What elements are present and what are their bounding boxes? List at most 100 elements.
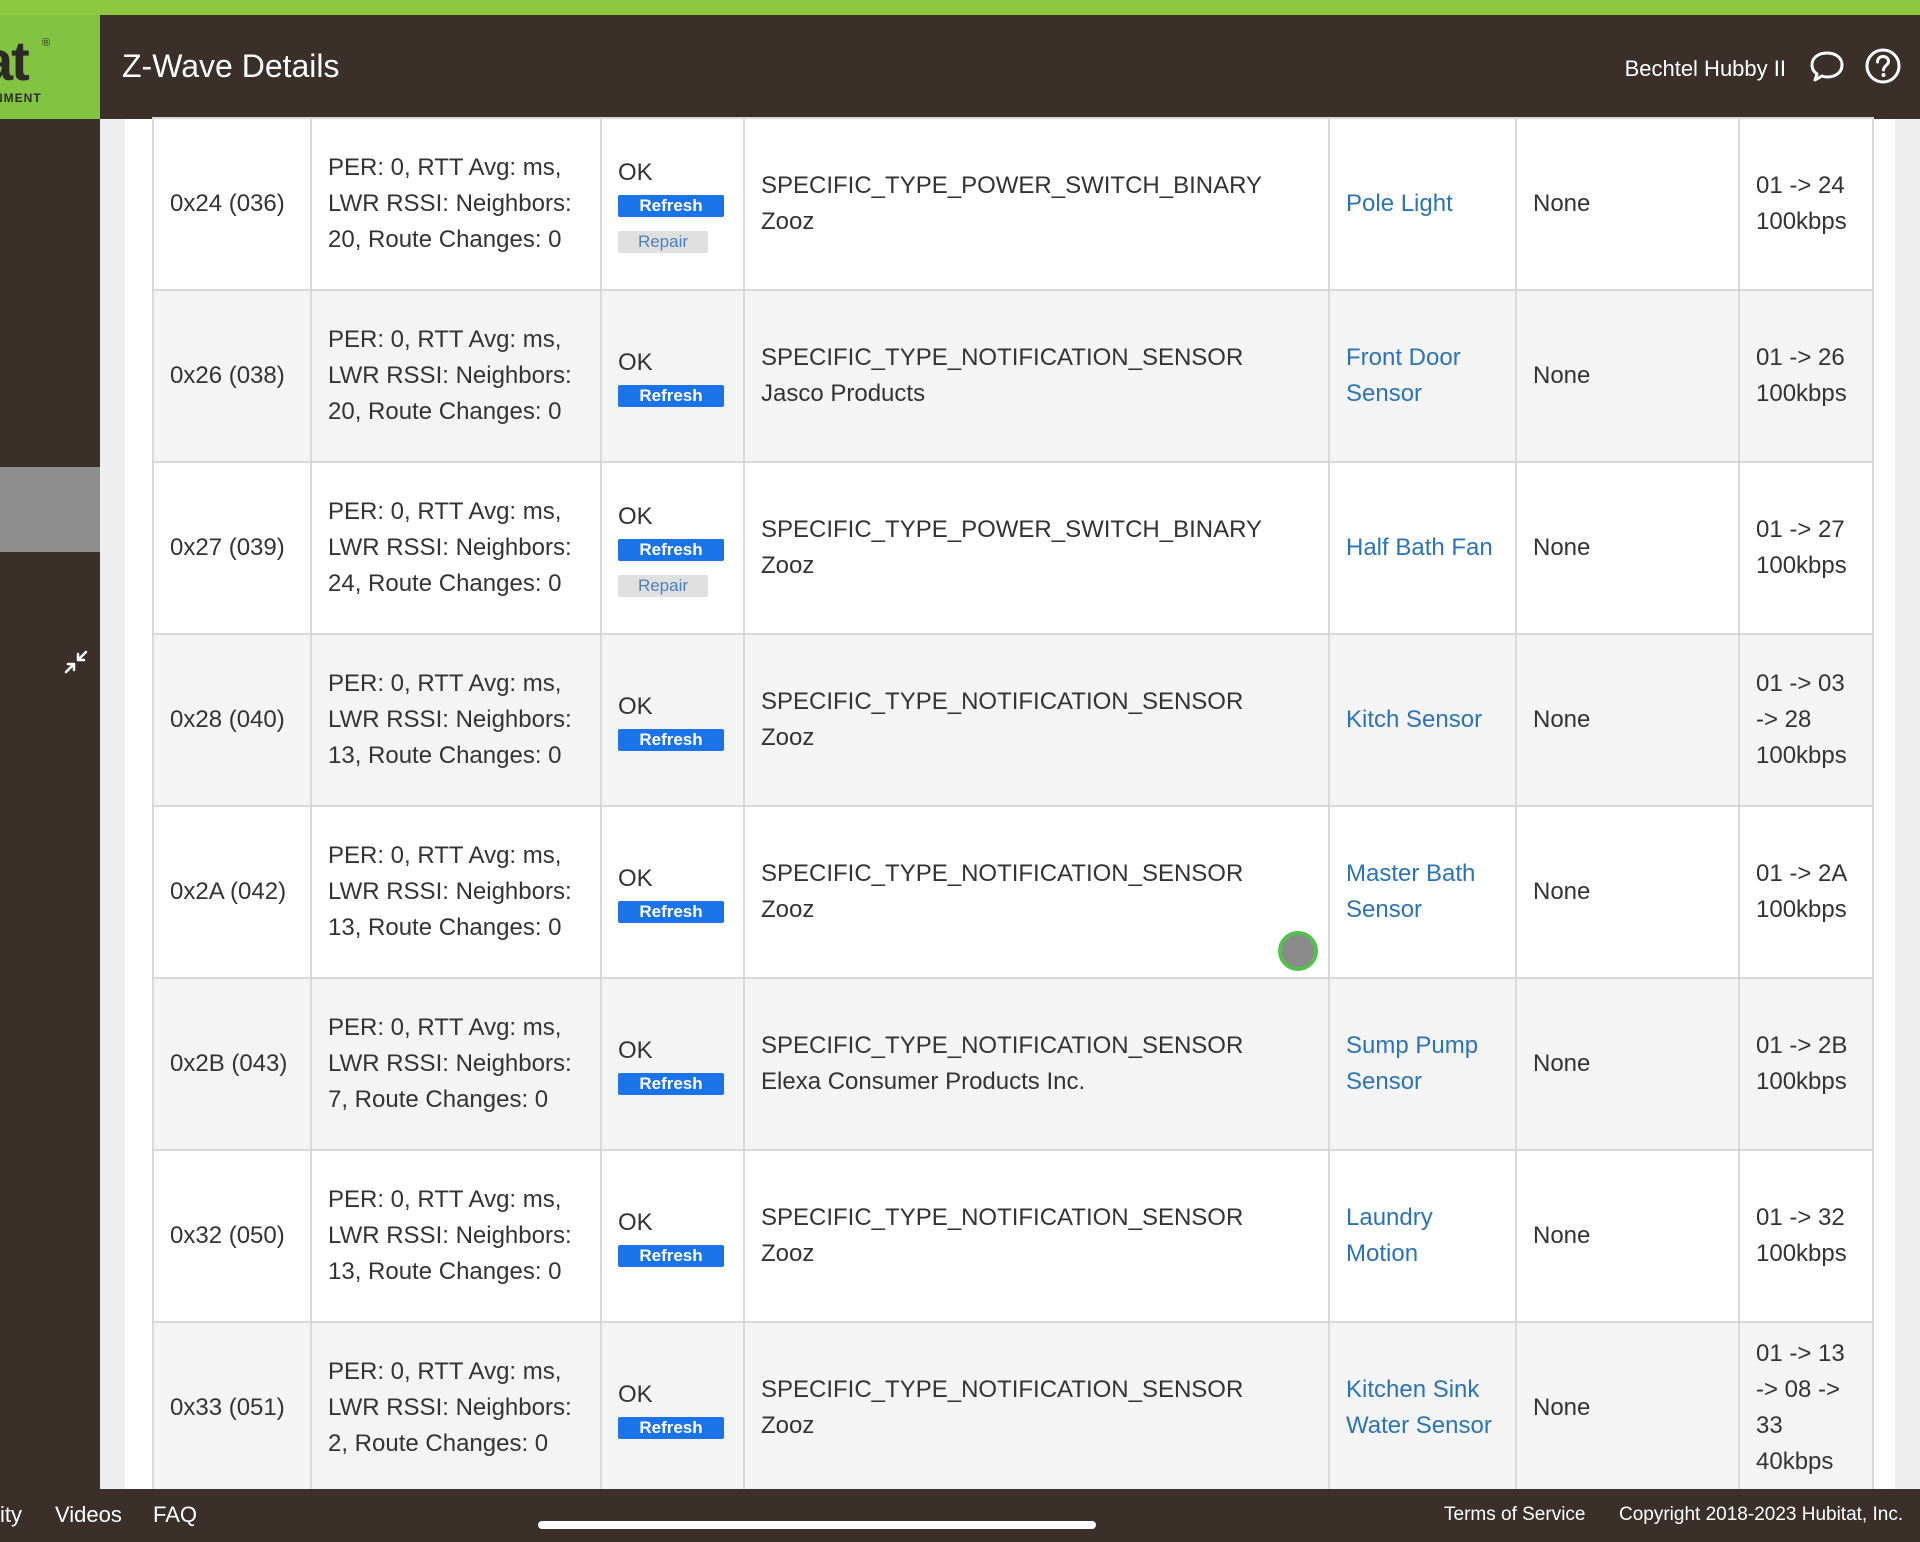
security-cell: None xyxy=(1515,461,1740,635)
device-name-link[interactable]: Laundry Motion xyxy=(1346,1204,1433,1267)
node-stats-cell: PER: 0, RTT Avg: ms, LWR RSSI: Neighbors… xyxy=(310,461,602,635)
device-name-link[interactable]: Sump Pump Sensor xyxy=(1346,1032,1479,1095)
device-type-text: SPECIFIC_TYPE_NOTIFICATION_SENSOR xyxy=(761,1204,1244,1231)
device-name-cell: Pole Light xyxy=(1328,117,1517,291)
footer-link-videos[interactable]: Videos xyxy=(55,1502,122,1527)
route-cell: 01 -> 27 100kbps xyxy=(1738,461,1874,635)
manufacturer-text: Zooz xyxy=(761,724,815,751)
status-cell: OK Refresh xyxy=(600,977,745,1151)
status-text: OK xyxy=(618,865,653,892)
hubitat-logo[interactable]: at ® NMENT xyxy=(0,15,100,119)
footer-link-faq[interactable]: FAQ xyxy=(153,1502,198,1527)
device-name-cell: Front Door Sensor xyxy=(1328,289,1517,463)
refresh-button[interactable]: Refresh xyxy=(618,901,724,923)
status-cell: OK Refresh xyxy=(600,1149,745,1323)
security-cell: None xyxy=(1515,633,1740,807)
repair-button[interactable]: Repair xyxy=(618,575,708,597)
refresh-button[interactable]: Refresh xyxy=(618,1073,724,1095)
footer-link-terms[interactable]: Terms of Service xyxy=(1444,1504,1586,1525)
device-type-cell: SPECIFIC_TYPE_POWER_SWITCH_BINARY Zooz xyxy=(743,117,1330,291)
zwave-devices-table: 0x24 (036) PER: 0, RTT Avg: ms, LWR RSSI:… xyxy=(152,117,1874,1495)
table-row: 0x28 (040) PER: 0, RTT Avg: ms, LWR RSSI:… xyxy=(152,633,1874,807)
status-cell: OK Refresh xyxy=(600,1321,745,1495)
refresh-button[interactable]: Refresh xyxy=(618,195,724,217)
security-cell: None xyxy=(1515,805,1740,979)
device-type-text: SPECIFIC_TYPE_POWER_SWITCH_BINARY xyxy=(761,172,1262,199)
device-name-cell: Sump Pump Sensor xyxy=(1328,977,1517,1151)
help-circle-icon[interactable] xyxy=(1864,47,1902,85)
device-type-cell: SPECIFIC_TYPE_NOTIFICATION_SENSOR Jasco P… xyxy=(743,289,1330,463)
device-type-text: SPECIFIC_TYPE_NOTIFICATION_SENSOR xyxy=(761,688,1244,715)
device-type-text: SPECIFIC_TYPE_POWER_SWITCH_BINARY xyxy=(761,516,1262,543)
device-name-link[interactable]: Pole Light xyxy=(1346,190,1453,217)
device-type-text: SPECIFIC_TYPE_NOTIFICATION_SENSOR xyxy=(761,1376,1244,1403)
status-text: OK xyxy=(618,693,653,720)
repair-button[interactable]: Repair xyxy=(618,231,708,253)
touch-indicator xyxy=(1278,931,1318,971)
table-row: 0x2B (043) PER: 0, RTT Avg: ms, LWR RSSI:… xyxy=(152,977,1874,1151)
footer-link-community[interactable]: ity xyxy=(0,1502,22,1527)
manufacturer-text: Jasco Products xyxy=(761,380,926,407)
footer xyxy=(0,1489,1920,1542)
table-row: 0x27 (039) PER: 0, RTT Avg: ms, LWR RSSI:… xyxy=(152,461,1874,635)
node-id-cell: 0x27 (039) xyxy=(152,461,312,635)
status-text: OK xyxy=(618,1209,653,1236)
refresh-button[interactable]: Refresh xyxy=(618,729,724,751)
device-name-cell: Laundry Motion xyxy=(1328,1149,1517,1323)
route-cell: 01 -> 13 -> 08 -> 33 40kbps xyxy=(1738,1321,1874,1495)
node-id-cell: 0x24 (036) xyxy=(152,117,312,291)
node-id-cell: 0x26 (038) xyxy=(152,289,312,463)
refresh-button[interactable]: Refresh xyxy=(618,539,724,561)
route-cell: 01 -> 24 100kbps xyxy=(1738,117,1874,291)
node-stats-cell: PER: 0, RTT Avg: ms, LWR RSSI: Neighbors… xyxy=(310,633,602,807)
device-name-link[interactable]: Kitch Sensor xyxy=(1346,706,1483,733)
status-cell: OK Refresh xyxy=(600,289,745,463)
logo-registered-mark: ® xyxy=(42,37,51,49)
refresh-button[interactable]: Refresh xyxy=(618,385,724,407)
route-cell: 01 -> 32 100kbps xyxy=(1738,1149,1874,1323)
device-type-text: SPECIFIC_TYPE_NOTIFICATION_SENSOR xyxy=(761,860,1244,887)
device-type-cell: SPECIFIC_TYPE_NOTIFICATION_SENSOR Zooz xyxy=(743,633,1330,807)
manufacturer-text: Zooz xyxy=(761,1240,815,1267)
device-type-text: SPECIFIC_TYPE_NOTIFICATION_SENSOR xyxy=(761,1032,1244,1059)
refresh-button[interactable]: Refresh xyxy=(618,1245,724,1267)
table-row: 0x33 (051) PER: 0, RTT Avg: ms, LWR RSSI:… xyxy=(152,1321,1874,1495)
node-stats-cell: PER: 0, RTT Avg: ms, LWR RSSI: Neighbors… xyxy=(310,289,602,463)
status-text: OK xyxy=(618,349,653,376)
table-row: 0x32 (050) PER: 0, RTT Avg: ms, LWR RSSI:… xyxy=(152,1149,1874,1323)
home-indicator-bar[interactable] xyxy=(538,1521,1096,1529)
security-cell: None xyxy=(1515,117,1740,291)
node-stats-cell: PER: 0, RTT Avg: ms, LWR RSSI: Neighbors… xyxy=(310,805,602,979)
manufacturer-text: Zooz xyxy=(761,1412,815,1439)
manufacturer-text: Zooz xyxy=(761,208,815,235)
hub-name[interactable]: Bechtel Hubby II xyxy=(1624,56,1786,81)
chat-bubble-icon[interactable] xyxy=(1808,47,1846,85)
sidebar-active-item[interactable] xyxy=(0,467,100,552)
manufacturer-text: Zooz xyxy=(761,896,815,923)
page-title: Z-Wave Details xyxy=(122,48,340,84)
table-row: 0x24 (036) PER: 0, RTT Avg: ms, LWR RSSI:… xyxy=(152,117,1874,291)
device-type-cell: SPECIFIC_TYPE_NOTIFICATION_SENSOR Elexa C… xyxy=(743,977,1330,1151)
node-id-cell: 0x2B (043) xyxy=(152,977,312,1151)
node-id-cell: 0x32 (050) xyxy=(152,1149,312,1323)
table-row: 0x2A (042) PER: 0, RTT Avg: ms, LWR RSSI:… xyxy=(152,805,1874,979)
footer-copyright: Copyright 2018-2023 Hubitat, Inc. xyxy=(1619,1504,1904,1525)
device-name-link[interactable]: Front Door Sensor xyxy=(1346,344,1461,407)
security-cell: None xyxy=(1515,977,1740,1151)
security-cell: None xyxy=(1515,1321,1740,1495)
device-name-link[interactable]: Master Bath Sensor xyxy=(1346,860,1476,923)
device-name-link[interactable]: Kitchen Sink Water Sensor xyxy=(1346,1376,1492,1439)
node-stats-cell: PER: 0, RTT Avg: ms, LWR RSSI: Neighbors… xyxy=(310,977,602,1151)
node-id-cell: 0x33 (051) xyxy=(152,1321,312,1495)
manufacturer-text: Zooz xyxy=(761,552,815,579)
logo-text: at xyxy=(0,29,30,92)
refresh-button[interactable]: Refresh xyxy=(618,1417,724,1439)
status-cell: OK Refresh Repair xyxy=(600,117,745,291)
status-text: OK xyxy=(618,159,653,186)
device-name-link[interactable]: Half Bath Fan xyxy=(1346,534,1493,561)
device-name-cell: Half Bath Fan xyxy=(1328,461,1517,635)
status-cell: OK Refresh xyxy=(600,633,745,807)
collapse-arrows-icon[interactable] xyxy=(62,648,90,676)
security-cell: None xyxy=(1515,289,1740,463)
device-type-cell: SPECIFIC_TYPE_NOTIFICATION_SENSOR Zooz xyxy=(743,805,1330,979)
